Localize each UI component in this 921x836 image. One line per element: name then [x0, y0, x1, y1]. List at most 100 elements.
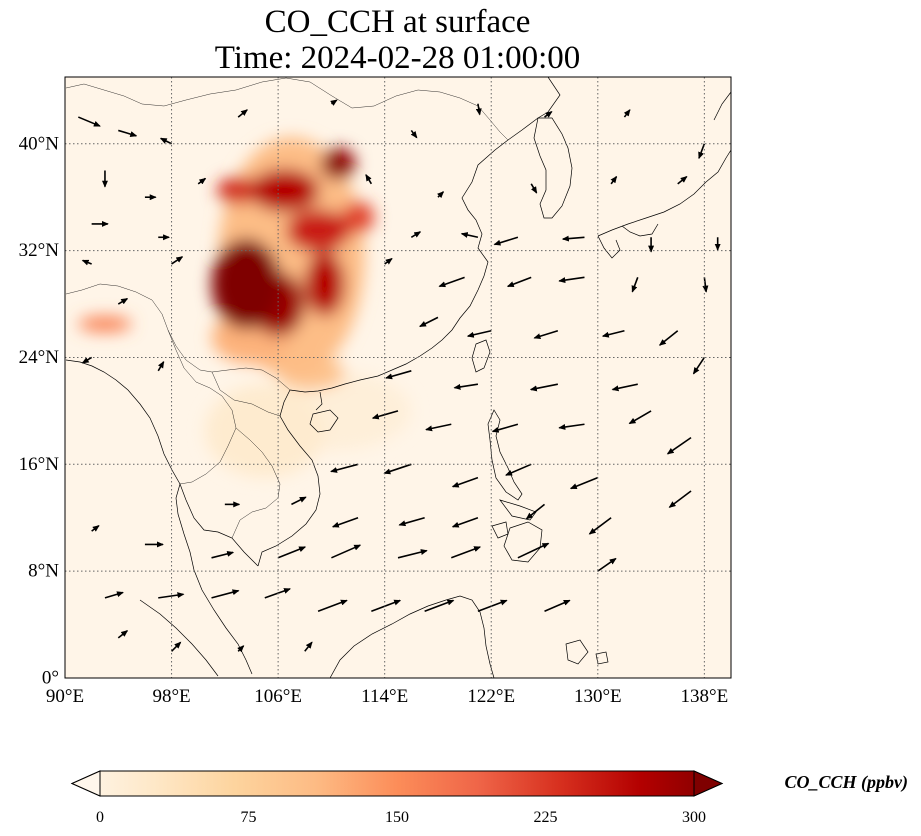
- wind-vectors: [78, 99, 721, 653]
- longitude-labels: 90°E 98°E 106°E 114°E 122°E 130°E 138°E: [46, 686, 728, 707]
- wind-arrow: [631, 277, 639, 293]
- co-plume: [211, 238, 281, 330]
- lon-label: 90°E: [46, 686, 84, 707]
- wind-arrow: [505, 463, 532, 476]
- co-plume: [216, 177, 260, 204]
- wind-arrow: [436, 191, 445, 199]
- wind-arrow: [530, 183, 538, 194]
- country-borders: [65, 77, 509, 539]
- wind-arrow: [331, 516, 359, 528]
- lat-label: 32°N: [19, 240, 60, 261]
- lon-label: 106°E: [254, 686, 302, 707]
- wind-arrow: [159, 137, 172, 145]
- co-plume: [304, 251, 345, 317]
- wind-arrow: [371, 599, 402, 612]
- wind-arrow: [544, 599, 571, 612]
- wind-arrow: [517, 542, 550, 559]
- wind-arrow: [558, 423, 585, 430]
- wind-arrow: [493, 236, 519, 246]
- gridlines: [65, 77, 731, 678]
- wind-arrow: [561, 235, 585, 242]
- wind-arrow: [623, 109, 631, 118]
- wind-arrow: [397, 549, 428, 559]
- wind-arrow: [157, 360, 165, 372]
- co-plume: [320, 147, 356, 180]
- latitude-labels: 0° 8°N 16°N 24°N 32°N 40°N: [19, 133, 60, 688]
- wind-arrow: [104, 591, 124, 599]
- colorbar-body: [70, 770, 724, 797]
- lat-label: 8°N: [28, 561, 59, 582]
- wind-arrow: [466, 329, 492, 338]
- colorbar: 0 75 150 225 300 CO_CCH (ppbv): [70, 770, 908, 826]
- wind-arrow: [365, 173, 373, 185]
- wind-arrow: [588, 517, 612, 535]
- co-plume: [250, 169, 320, 212]
- map-panel[interactable]: [65, 77, 731, 678]
- lat-label: 0°: [42, 668, 59, 689]
- map-frame: [64, 76, 732, 679]
- colorbar-tick-label: 150: [385, 809, 409, 826]
- wind-arrow: [331, 544, 362, 559]
- co-plume: [286, 209, 351, 252]
- lon-label: 114°E: [361, 686, 408, 707]
- wind-arrow: [78, 116, 101, 127]
- wind-arrow: [384, 257, 393, 265]
- wind-arrow: [658, 330, 679, 346]
- wind-arrow: [569, 476, 599, 490]
- colorbar-tick-label: 300: [682, 809, 706, 826]
- wind-arrow: [419, 316, 439, 328]
- wind-arrow: [533, 329, 559, 340]
- lon-label: 138°E: [681, 686, 729, 707]
- wind-arrow: [197, 177, 207, 185]
- wind-arrow: [666, 436, 692, 455]
- wind-arrow: [317, 599, 348, 612]
- wind-arrow: [118, 129, 138, 137]
- wind-arrow: [425, 423, 452, 432]
- wind-arrow: [211, 589, 240, 599]
- wind-arrow: [668, 490, 692, 508]
- wind-arrow: [491, 423, 519, 433]
- wind-arrow: [171, 256, 184, 265]
- colorbar-min-extend: [70, 770, 101, 797]
- wind-arrow: [330, 463, 359, 473]
- lon-label: 98°E: [152, 686, 190, 707]
- wind-arrow: [410, 231, 422, 238]
- wind-arrow: [477, 599, 508, 612]
- lat-label: 16°N: [19, 454, 60, 475]
- coastlines: [65, 77, 731, 678]
- colorbar-ticks: 0 75 150 225 300: [96, 809, 706, 826]
- wind-arrow: [601, 329, 625, 338]
- wind-arrow: [460, 232, 479, 239]
- title-line-1: CO_CCH at surface: [264, 4, 531, 40]
- wind-arrow: [453, 383, 479, 390]
- wind-arrow: [424, 599, 455, 612]
- wind-arrow: [410, 129, 418, 139]
- wind-arrow: [304, 641, 313, 652]
- co-plume: [78, 316, 132, 333]
- co-plume: [342, 201, 375, 234]
- wind-arrow: [237, 645, 245, 653]
- wind-arrow: [117, 297, 129, 305]
- wind-arrow: [628, 410, 652, 425]
- wind-arrow: [291, 496, 307, 506]
- wind-arrow: [698, 143, 706, 160]
- wind-arrow: [450, 546, 482, 559]
- wind-arrow: [438, 276, 465, 288]
- wind-arrow: [398, 516, 425, 527]
- wind-arrow: [81, 259, 92, 266]
- colorbar-tick-label: 225: [534, 809, 558, 826]
- wind-arrow: [544, 111, 553, 118]
- wind-arrow: [597, 557, 617, 572]
- lat-label: 40°N: [19, 133, 60, 154]
- wind-arrow: [702, 277, 709, 293]
- wind-arrow: [558, 276, 585, 284]
- wind-arrow: [170, 641, 182, 652]
- co-field: [78, 137, 412, 478]
- wind-arrow: [158, 592, 185, 599]
- title-line-2: Time: 2024-02-28 01:00:00: [214, 40, 581, 76]
- wind-arrow: [91, 525, 100, 532]
- wind-arrow: [211, 550, 235, 559]
- wind-arrow: [371, 410, 399, 420]
- wind-arrow: [475, 103, 482, 116]
- wind-arrow: [506, 276, 532, 288]
